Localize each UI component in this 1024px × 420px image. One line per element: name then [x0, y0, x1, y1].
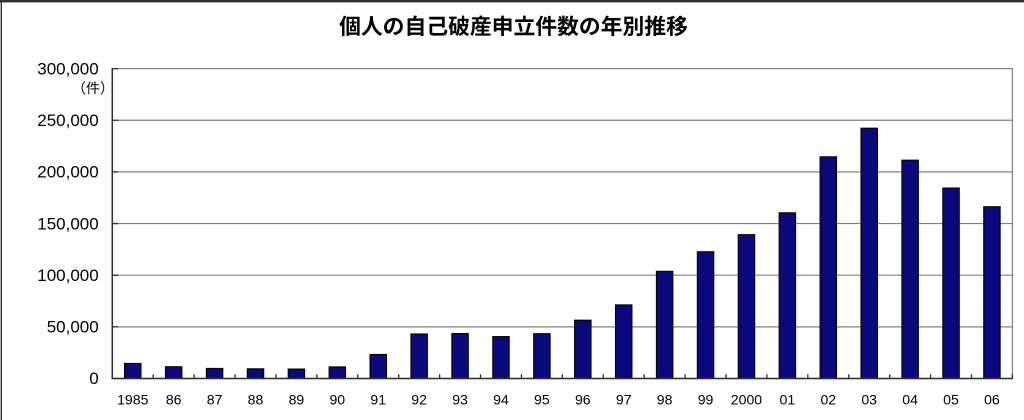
svg-text:86: 86 — [166, 392, 182, 408]
svg-text:2000: 2000 — [731, 392, 763, 408]
svg-text:93: 93 — [452, 392, 468, 408]
svg-text:99: 99 — [698, 392, 714, 408]
svg-text:1985: 1985 — [117, 392, 149, 408]
svg-text:92: 92 — [411, 392, 427, 408]
svg-text:90: 90 — [329, 392, 345, 408]
svg-text:300,000: 300,000 — [37, 59, 98, 78]
svg-text:100,000: 100,000 — [37, 266, 98, 285]
svg-text:91: 91 — [370, 392, 386, 408]
svg-text:95: 95 — [534, 392, 550, 408]
svg-text:98: 98 — [657, 392, 673, 408]
svg-text:88: 88 — [248, 392, 264, 408]
svg-text:200,000: 200,000 — [37, 163, 98, 182]
svg-text:94: 94 — [493, 392, 509, 408]
svg-text:97: 97 — [616, 392, 632, 408]
svg-text:06: 06 — [984, 392, 1000, 408]
svg-text:02: 02 — [820, 392, 836, 408]
svg-text:96: 96 — [575, 392, 591, 408]
svg-text:01: 01 — [780, 392, 796, 408]
svg-text:50,000: 50,000 — [47, 318, 99, 337]
svg-text:0: 0 — [89, 369, 98, 388]
svg-text:87: 87 — [207, 392, 223, 408]
svg-text:04: 04 — [902, 392, 918, 408]
svg-text:150,000: 150,000 — [37, 214, 98, 233]
svg-text:89: 89 — [289, 392, 305, 408]
svg-text:03: 03 — [861, 392, 877, 408]
svg-text:05: 05 — [943, 392, 959, 408]
svg-text:250,000: 250,000 — [37, 111, 98, 130]
